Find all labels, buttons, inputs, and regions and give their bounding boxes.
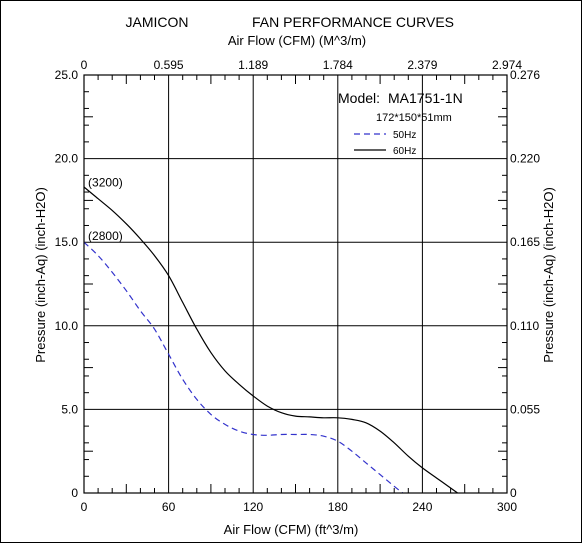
x-tick-label-top: 2.379 [407,58,437,72]
y-tick-label-right: 0.220 [510,152,540,166]
y-right-axis-label: Pressure (inch-Aq) (inch-H2O) [541,187,556,363]
series-line-60hz [83,186,458,494]
x-tick-label-top: 0 [81,58,88,72]
x-bottom-axis-label: Air Flow (CFM) (ft^3/m) [224,522,359,537]
x-tick-label-bottom: 0 [81,500,88,514]
curve-annotation: (2800) [88,229,123,243]
legend-label-60hz: 60Hz [393,146,416,157]
legend-label-50hz: 50Hz [393,130,416,141]
x-tick-label-bottom: 60 [162,500,176,514]
brand-label: JAMICON [126,14,189,30]
y-tick-label-left: 20.0 [55,152,79,166]
chart-title: FAN PERFORMANCE CURVES [252,14,454,30]
model-name: MA1751-1N [388,90,463,106]
y-tick-label-right: 0.110 [510,319,539,333]
y-tick-label-left: 0 [71,486,78,500]
y-tick-label-right: 0.165 [510,235,540,249]
grid [84,75,507,493]
y-tick-label-left: 25.0 [55,68,79,82]
x-tick-label-bottom: 180 [328,500,348,514]
x-tick-label-bottom: 120 [243,500,263,514]
x-tick-label-top: 2.974 [492,58,522,72]
model-dimensions: 172*150*51mm [376,112,452,124]
ticks [84,75,507,493]
x-tick-label-bottom: 300 [497,500,517,514]
legend: 50Hz 60Hz [354,130,416,157]
annotations: (3200) (2800) [88,176,123,244]
x-tick-label-bottom: 240 [412,500,432,514]
y-tick-label-right: 0 [510,486,517,500]
x-top-axis-label: Air Flow (CFM) (M^3/m) [228,33,366,48]
y-left-axis-label: Pressure (inch-Aq) (inch-H2O) [33,187,48,363]
model-prefix: Model: [338,90,380,106]
series-line-50hz [83,241,404,494]
x-tick-label-top: 1.784 [323,58,353,72]
x-tick-label-top: 0.595 [154,58,184,72]
curve-annotation: (3200) [88,176,123,190]
y-tick-label-left: 15.0 [55,235,79,249]
y-tick-label-left: 5.0 [61,402,78,416]
plot-border [83,74,508,494]
x-tick-label-top: 1.189 [238,58,268,72]
y-tick-label-right: 0.276 [510,68,540,82]
series-lines [83,186,458,494]
y-tick-label-left: 10.0 [55,319,79,333]
y-tick-label-right: 0.055 [510,402,540,416]
